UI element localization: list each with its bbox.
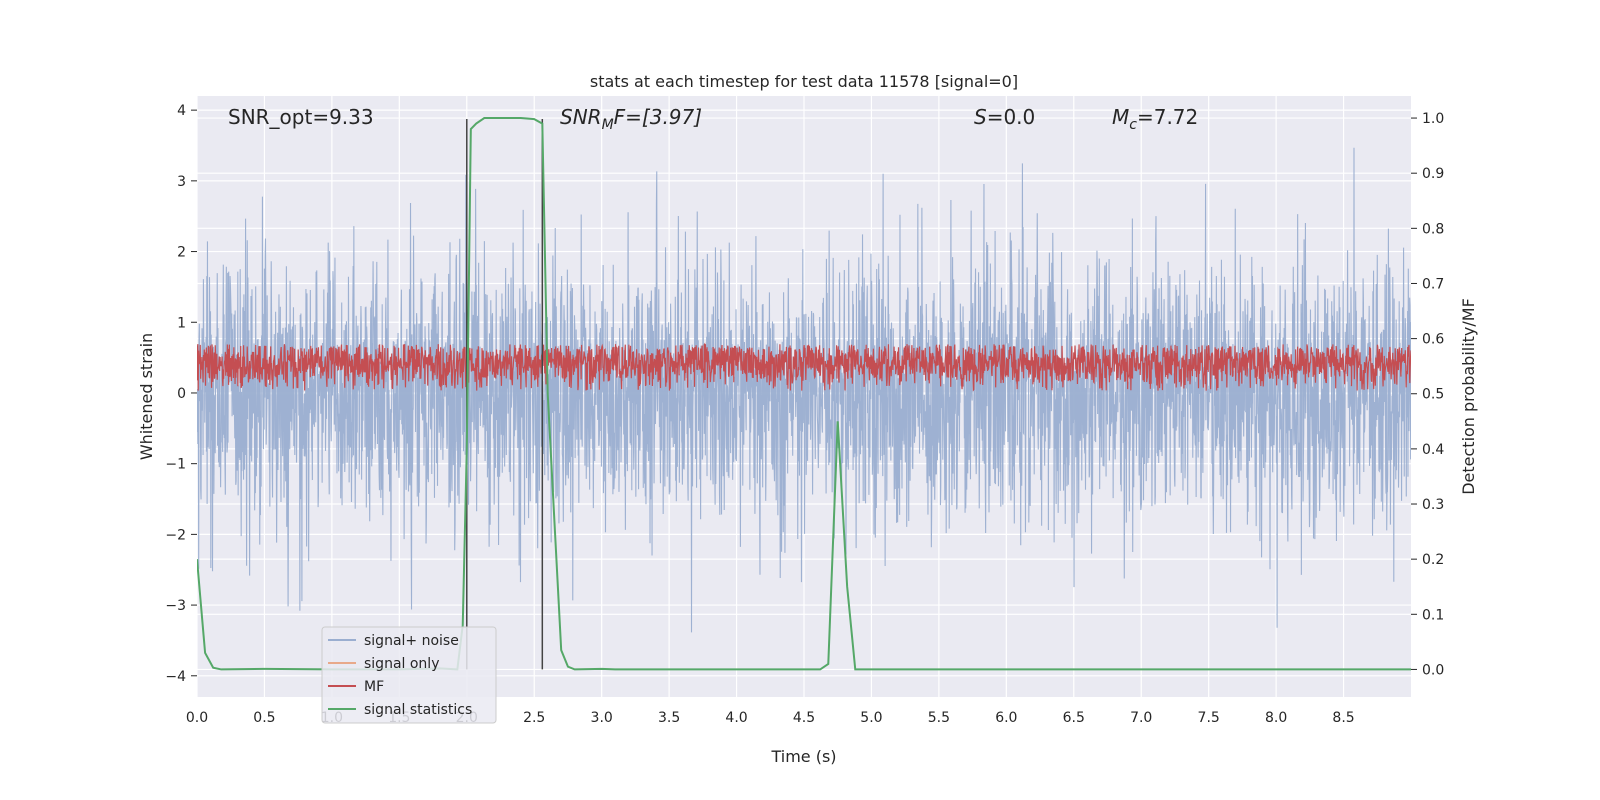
signal-statistics-point: [221, 669, 222, 670]
annotation-mc-value: Mc=7.72: [1112, 105, 1198, 133]
signal-statistics-point: [736, 669, 737, 670]
y-right-axis-ticks: 0.0 0.1 0.2 0.3 0.4 0.5 0.6 0.7 0.8 0.9 1.0: [1411, 111, 1444, 678]
y-right-tick-label: 0.3: [1422, 497, 1444, 513]
mf-series: [197, 342, 1411, 392]
x-tick-label: 6.5: [1063, 710, 1085, 726]
y-right-tick-label: 0.7: [1422, 276, 1444, 292]
signal-statistics-point: [837, 421, 838, 422]
signal-statistics-point: [466, 448, 467, 449]
y-right-tick-label: 1.0: [1422, 111, 1444, 127]
signal-statistics-point: [871, 669, 872, 670]
signal-statistics-point: [804, 669, 805, 670]
y-left-tick-label: −2: [165, 527, 186, 543]
x-tick-label: 6.0: [995, 710, 1017, 726]
signal-statistics-point: [847, 586, 848, 587]
legend-label: signal only: [364, 656, 439, 672]
y-left-tick-label: −3: [165, 598, 186, 614]
y-right-tick-label: 0.4: [1422, 442, 1444, 458]
y-right-tick-label: 0.1: [1422, 607, 1444, 623]
x-axis-label: Time (s): [770, 747, 836, 766]
y-left-tick-label: 2: [177, 245, 186, 261]
x-tick-label: 0.5: [253, 710, 275, 726]
y-left-tick-label: 3: [177, 174, 186, 190]
x-tick-label: 4.0: [725, 710, 747, 726]
annotation-snr-opt: SNR_opt=9.33: [228, 105, 374, 129]
y-left-tick-label: 1: [177, 315, 186, 331]
mf-line: [197, 342, 1411, 392]
signal-statistics-point: [561, 650, 562, 651]
legend-label: signal statistics: [364, 702, 472, 718]
y-right-tick-label: 0.9: [1422, 166, 1444, 182]
signal-statistics-point: [574, 669, 575, 670]
signal-statistics-point: [205, 652, 206, 653]
x-tick-label: 2.5: [523, 710, 545, 726]
y-axis-label-left: Whitened strain: [137, 333, 156, 460]
legend-label: signal+ noise: [364, 633, 459, 649]
y-left-tick-label: 4: [177, 103, 186, 119]
x-tick-label: 3.0: [591, 710, 613, 726]
legend: signal+ noise signal only MF signal statist…: [321, 626, 497, 724]
signal-statistics-point: [601, 668, 602, 669]
y-left-tick-label: −4: [165, 669, 186, 685]
annotations: SNR_opt=9.33 SNRMF=[3.97] S=0.0 Mc=7.72: [228, 105, 1198, 133]
x-tick-label: 5.0: [860, 710, 882, 726]
annotation-snr-mf: SNRMF=[3.97]: [560, 105, 702, 133]
y-left-tick-label: 0: [177, 386, 186, 402]
signal-statistics-point: [470, 129, 471, 130]
legend-label: MF: [364, 679, 384, 695]
legend-box: [321, 626, 497, 724]
signal-statistics-point: [828, 663, 829, 664]
x-tick-label: 8.5: [1332, 710, 1354, 726]
signal-statistics-point: [520, 118, 521, 119]
annotation-s-value: S=0.0: [974, 105, 1035, 129]
chart-title: stats at each timestep for test data 115…: [590, 72, 1018, 91]
signal-statistics-point: [547, 393, 548, 394]
signal-statistics-point: [820, 669, 821, 670]
y-left-tick-label: −1: [165, 457, 186, 473]
x-tick-label: 3.5: [658, 710, 680, 726]
x-tick-label: 8.0: [1265, 710, 1287, 726]
y-right-tick-label: 0.5: [1422, 387, 1444, 403]
y-axis-label-right: Detection probability/MF: [1459, 298, 1478, 495]
y-left-axis-ticks: −4 −3 −2 −1 0 1 2 3 4: [165, 103, 197, 685]
signal-statistics-point: [855, 669, 856, 670]
signal-statistics-point: [542, 123, 543, 124]
x-tick-label: 5.5: [928, 710, 950, 726]
x-tick-label: 7.5: [1198, 710, 1220, 726]
y-right-tick-label: 0.6: [1422, 332, 1444, 348]
signal-statistics-point: [264, 668, 265, 669]
y-right-tick-label: 0.2: [1422, 552, 1444, 568]
signal-statistics-point: [213, 667, 214, 668]
y-right-tick-label: 0.8: [1422, 221, 1444, 237]
x-tick-label: 7.0: [1130, 710, 1152, 726]
y-right-tick-label: 0.0: [1422, 662, 1444, 678]
x-tick-label: 0.0: [186, 710, 208, 726]
x-tick-label: 4.5: [793, 710, 815, 726]
signal-statistics-point: [462, 625, 463, 626]
signal-statistics-point: [534, 119, 535, 120]
signal-statistics-point: [567, 666, 568, 667]
signal-statistics-point: [493, 118, 494, 119]
signal-statistics-point: [476, 123, 477, 124]
signal-statistics-point: [615, 669, 616, 670]
signal-statistics-point: [484, 118, 485, 119]
